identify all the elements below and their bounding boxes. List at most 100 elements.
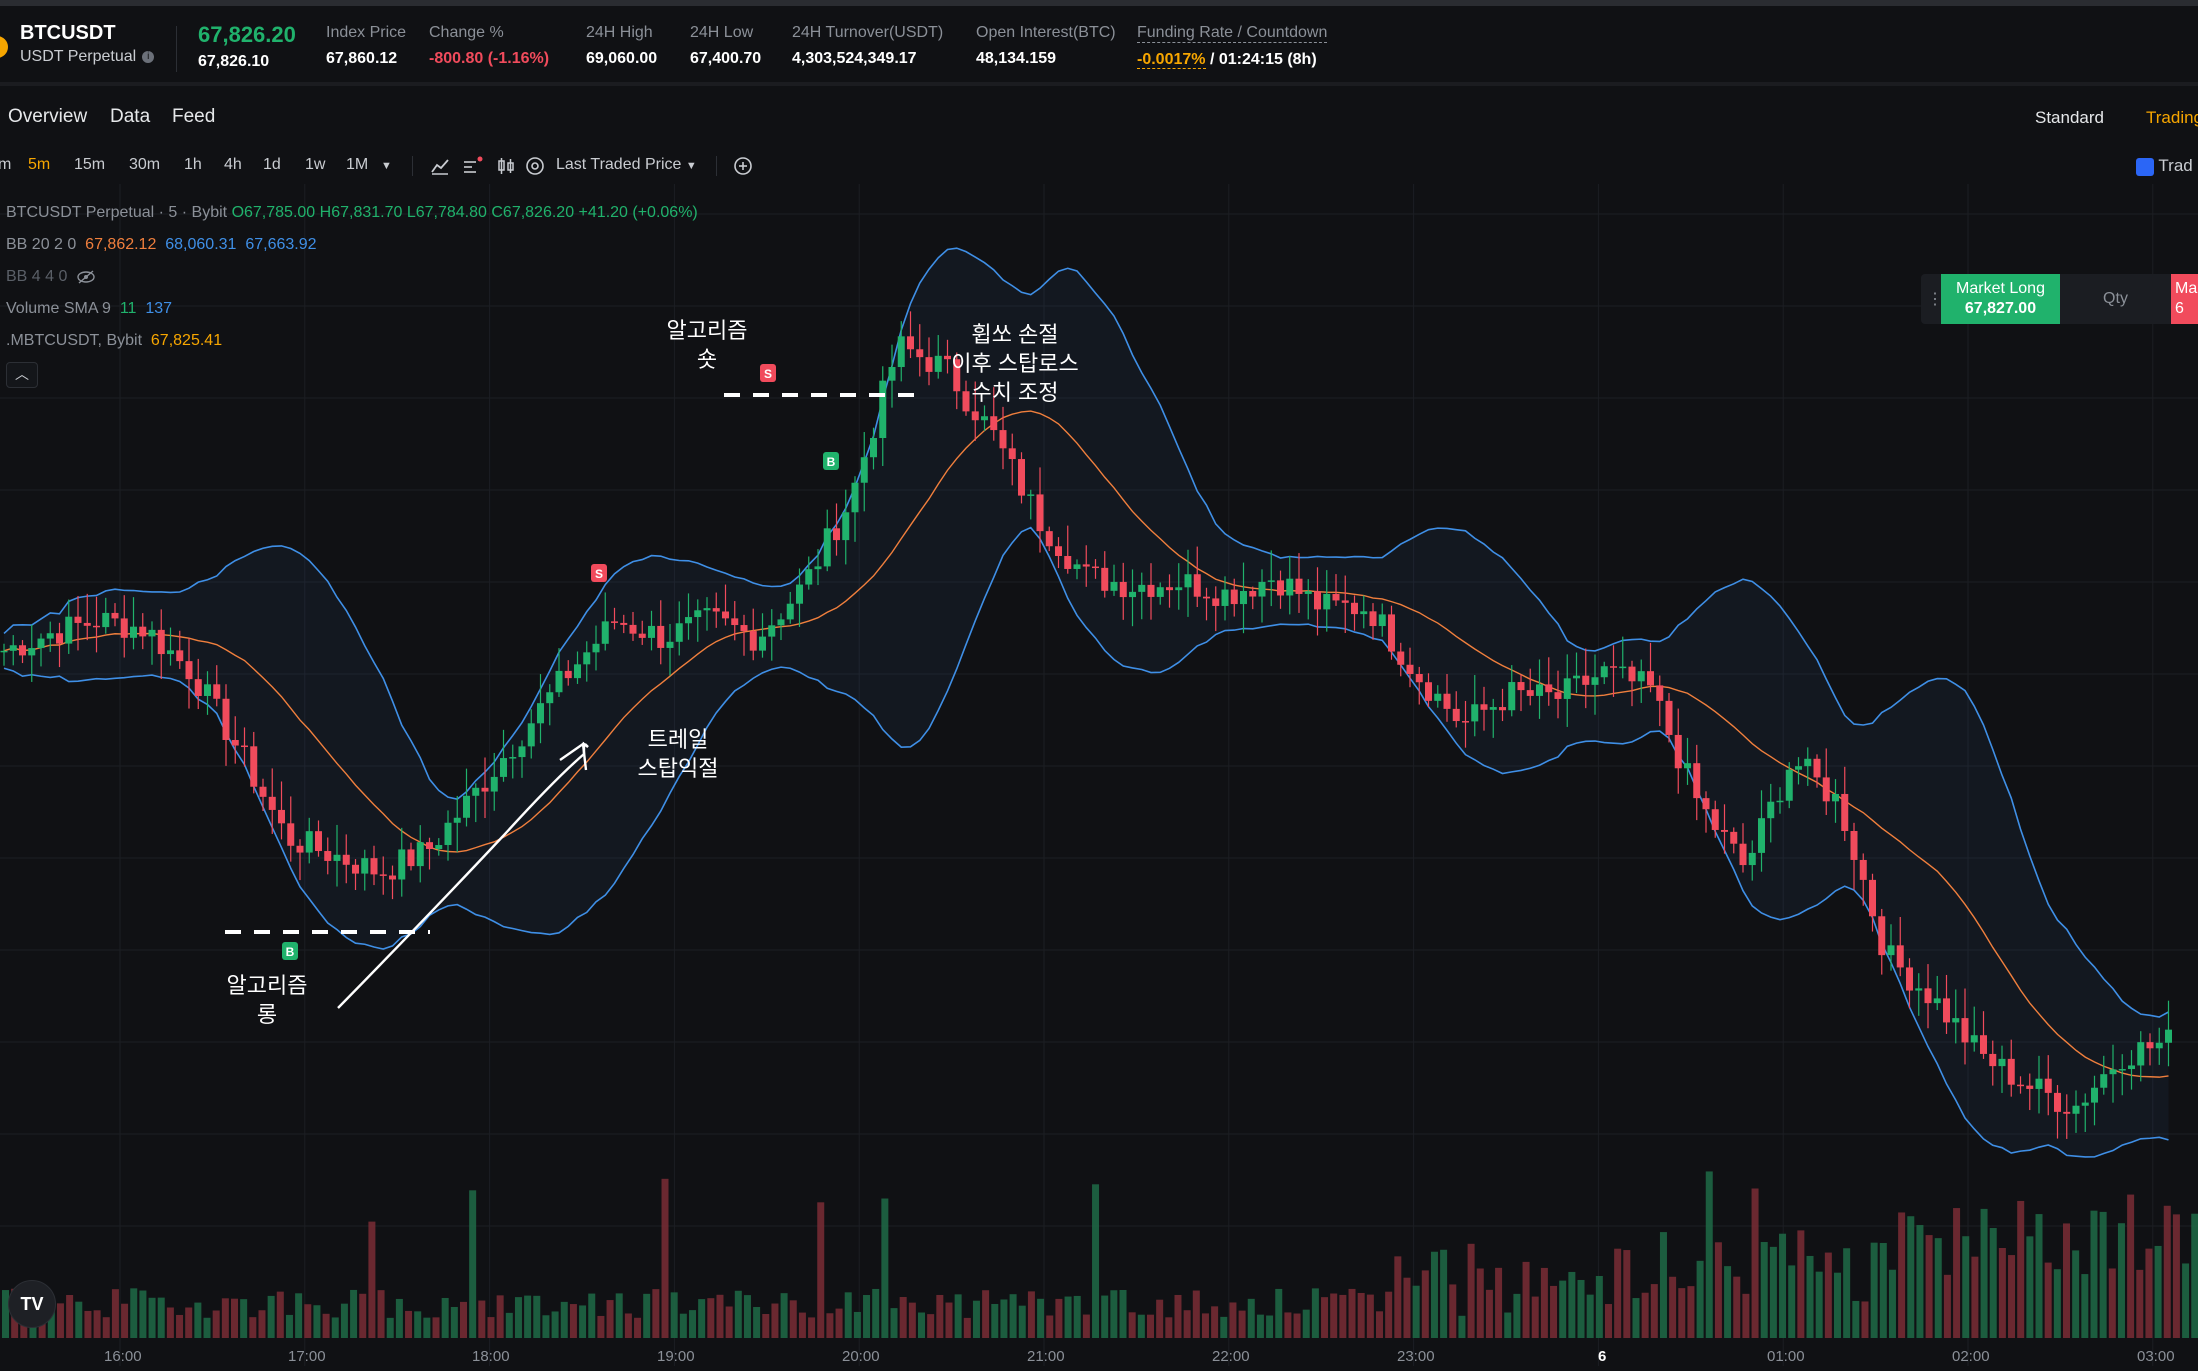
timeframe-dropdown-icon[interactable]: ▼ [381,160,392,172]
drag-handle-icon[interactable]: ⋮ [1927,291,1943,308]
market-short-button[interactable]: Ma 6 [2171,274,2198,324]
candle-body [1203,596,1210,599]
volume-bar [1614,1248,1622,1338]
timeframe-5m[interactable]: 5m [28,156,51,173]
timeframe-1w[interactable]: 1w [305,156,326,173]
candle-body [2128,1065,2135,1070]
volume-bar [808,1317,816,1338]
volume-bar [2191,1213,2198,1338]
volume-bar [771,1303,779,1338]
legend-bb1-upper: 68,060.31 [165,236,237,253]
collapse-legend-button[interactable]: ︿ [6,362,38,388]
volume-bar [597,1315,605,1338]
candle-body [2109,1069,2117,1075]
volume-bar [1128,1312,1136,1338]
market-long-button[interactable]: Market Long 67,827.00 [1941,274,2060,324]
symbol-name[interactable]: BTCUSDT [20,22,116,44]
timeframe-30m[interactable]: 30m [129,156,161,173]
volume-bar [1550,1285,1558,1338]
candle-body [1878,916,1886,956]
candle-body [9,645,17,651]
candle-body [953,359,961,392]
tab-feed[interactable]: Feed [172,106,216,127]
candle-body [194,679,202,696]
tradingview-logo-icon[interactable]: TV [8,1280,56,1328]
indicators-icon[interactable] [462,156,484,181]
divider [716,156,717,176]
volume-bar [84,1310,92,1338]
volume-bar [1220,1316,1228,1338]
view-standard[interactable]: Standard [2035,108,2104,127]
candle-body [1952,1018,1960,1023]
trade-button[interactable]: Trad [2136,156,2193,176]
timeframe-15m[interactable]: 15m [74,156,106,173]
volume-bar [615,1293,623,1338]
view-tradingview[interactable]: TradingView [2146,108,2198,127]
price-source-dropdown[interactable]: Last Traded Price ▼ [556,156,697,174]
volume-bar [1623,1250,1631,1338]
candle-body [2091,1087,2098,1103]
tab-data[interactable]: Data [110,106,151,127]
candle-body [287,823,295,846]
volume-bar [1458,1315,1466,1338]
candle-body [694,610,702,618]
timeframe-1h[interactable]: 1h [184,156,202,173]
candle-body [1850,830,1858,860]
candle-body [426,842,433,849]
candle-body [1193,574,1201,597]
volume-bar [166,1307,174,1338]
add-icon[interactable] [733,156,753,181]
volume-bar [918,1312,925,1338]
volume-bar [1733,1276,1741,1338]
candle-body [389,875,396,880]
candle-body [1480,704,1488,710]
stat-label: Index Price [326,24,407,41]
signal-buy-marker: B [282,942,298,960]
chart-canvas[interactable]: S S B B 알고리즘 숏 휩쏘 손절 이후 스탑로스 수치 조정 트레일 스… [0,184,2198,1366]
legend-index[interactable]: .MBTCUSDT, Bybit 67,825.41 [6,332,222,350]
candle-body [1887,945,1895,956]
hidden-eye-icon[interactable] [76,268,96,285]
volume-bar [2136,1269,2144,1338]
qty-input[interactable]: Qty [2103,290,2128,307]
timeframe-4h[interactable]: 4h [224,156,242,173]
candles-icon[interactable] [496,156,516,181]
price-source-icon[interactable] [525,156,545,181]
candle-body [407,849,415,867]
timeframe-1d[interactable]: 1d [263,156,281,173]
timeframe-1M[interactable]: 1M [346,156,369,173]
volume-bar [1669,1276,1677,1338]
candle-body [583,652,591,665]
candle-body [1721,829,1728,832]
volume-bar [734,1290,742,1338]
legend-main[interactable]: BTCUSDT Perpetual · 5 · Bybit O67,785.00… [6,204,698,222]
volume-bar [1440,1249,1448,1338]
candle-body [416,842,424,867]
candle-body [65,616,73,644]
volume-bar [1302,1309,1310,1338]
candle-body [1526,690,1534,696]
price-chart[interactable]: S S B B 알고리즘 숏 휩쏘 손절 이후 스탑로스 수치 조정 트레일 스… [0,184,2198,1366]
candle-body [546,692,554,704]
stat-funding[interactable]: Funding Rate / Countdown -0.0017% / 01:2… [1137,24,1328,69]
volume-bar [2063,1223,2070,1338]
candle-body [712,608,720,612]
legend-volume[interactable]: Volume SMA 9 11 137 [6,300,172,318]
volume-bar [1165,1317,1173,1338]
signal-buy-label: B [827,455,836,469]
chart-type-icon[interactable] [430,156,450,181]
legend-volume-name: Volume SMA 9 [6,300,111,317]
volume-bar [780,1293,788,1338]
legend-bb2[interactable]: BB 4 4 0 [6,268,96,286]
timeframe-1m[interactable]: m [0,156,12,173]
stat-label: 24H High [586,24,653,41]
candle-body [1138,584,1146,592]
candle-body [1665,700,1673,735]
legend-bb1[interactable]: BB 20 2 0 67,862.12 68,060.31 67,663.92 [6,236,317,254]
candle-body [2118,1069,2126,1071]
tab-overview[interactable]: Overview [8,106,88,127]
info-icon[interactable]: i [142,50,155,63]
candle-body [296,845,304,853]
volume-bar [469,1190,477,1338]
candle-body [1064,556,1072,569]
